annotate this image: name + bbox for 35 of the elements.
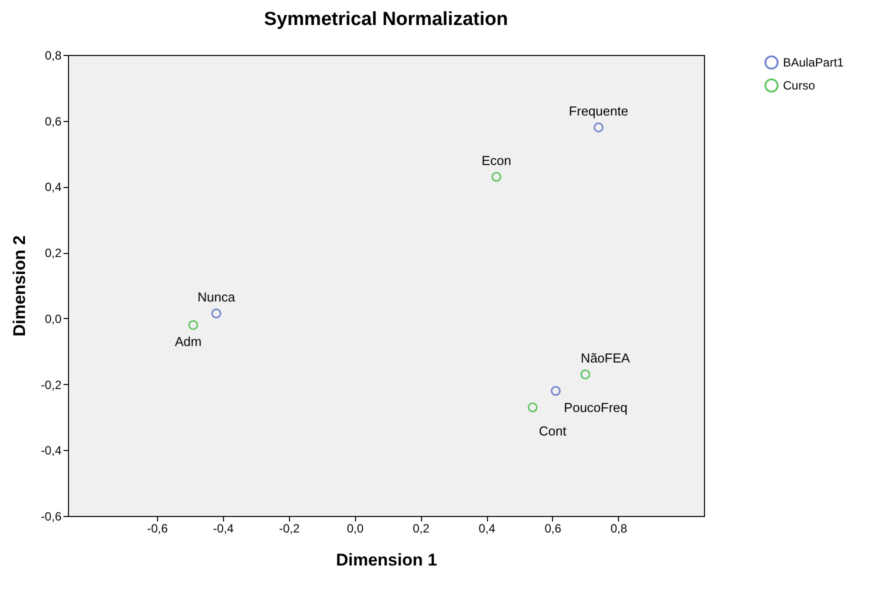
legend-label: Curso (783, 78, 816, 92)
annotation: Adm (174, 334, 202, 350)
x-tick-label: 0,8 (610, 522, 628, 536)
point (550, 386, 561, 396)
y-tick-label: -0,6 (40, 510, 62, 524)
annotation: Cont (538, 423, 567, 438)
x-tick-label: 0,0 (346, 522, 364, 536)
x-tick-label: -0,2 (278, 522, 300, 536)
x-tick-label: 0,6 (544, 522, 562, 536)
y-tick-label: -0,2 (40, 378, 62, 392)
x-tick-label: -0,4 (213, 522, 234, 536)
chart-title: Symmetrical Normalization (264, 9, 508, 30)
point (528, 402, 538, 412)
y-tick-label: -0,4 (40, 444, 62, 458)
annotation: PoucoFreq (564, 400, 628, 415)
point (188, 320, 198, 330)
y-tick-label: 0,6 (44, 114, 62, 128)
annotation: Nunca (198, 289, 236, 304)
y-tick-label: 0,0 (44, 312, 62, 326)
point (211, 308, 222, 318)
y-axis-title: Dimension 2 (10, 235, 29, 337)
x-axis-title: Dimension 1 (336, 550, 438, 570)
annotation: NãoFEA (580, 350, 630, 366)
annotation: Econ (482, 152, 512, 168)
point (580, 369, 590, 380)
x-tick-label: 0,4 (478, 522, 496, 536)
y-tick-label: 0,4 (44, 180, 62, 194)
y-tick-label: 0,8 (44, 48, 62, 62)
y-tick-label: 0,2 (44, 246, 62, 260)
x-tick-label: -0,6 (147, 522, 168, 536)
legend-label: BAulaPart1 (783, 56, 844, 70)
x-tick-label: 0,2 (412, 522, 430, 536)
point (594, 122, 604, 132)
point (491, 172, 502, 182)
annotation: Frequente (568, 103, 628, 118)
